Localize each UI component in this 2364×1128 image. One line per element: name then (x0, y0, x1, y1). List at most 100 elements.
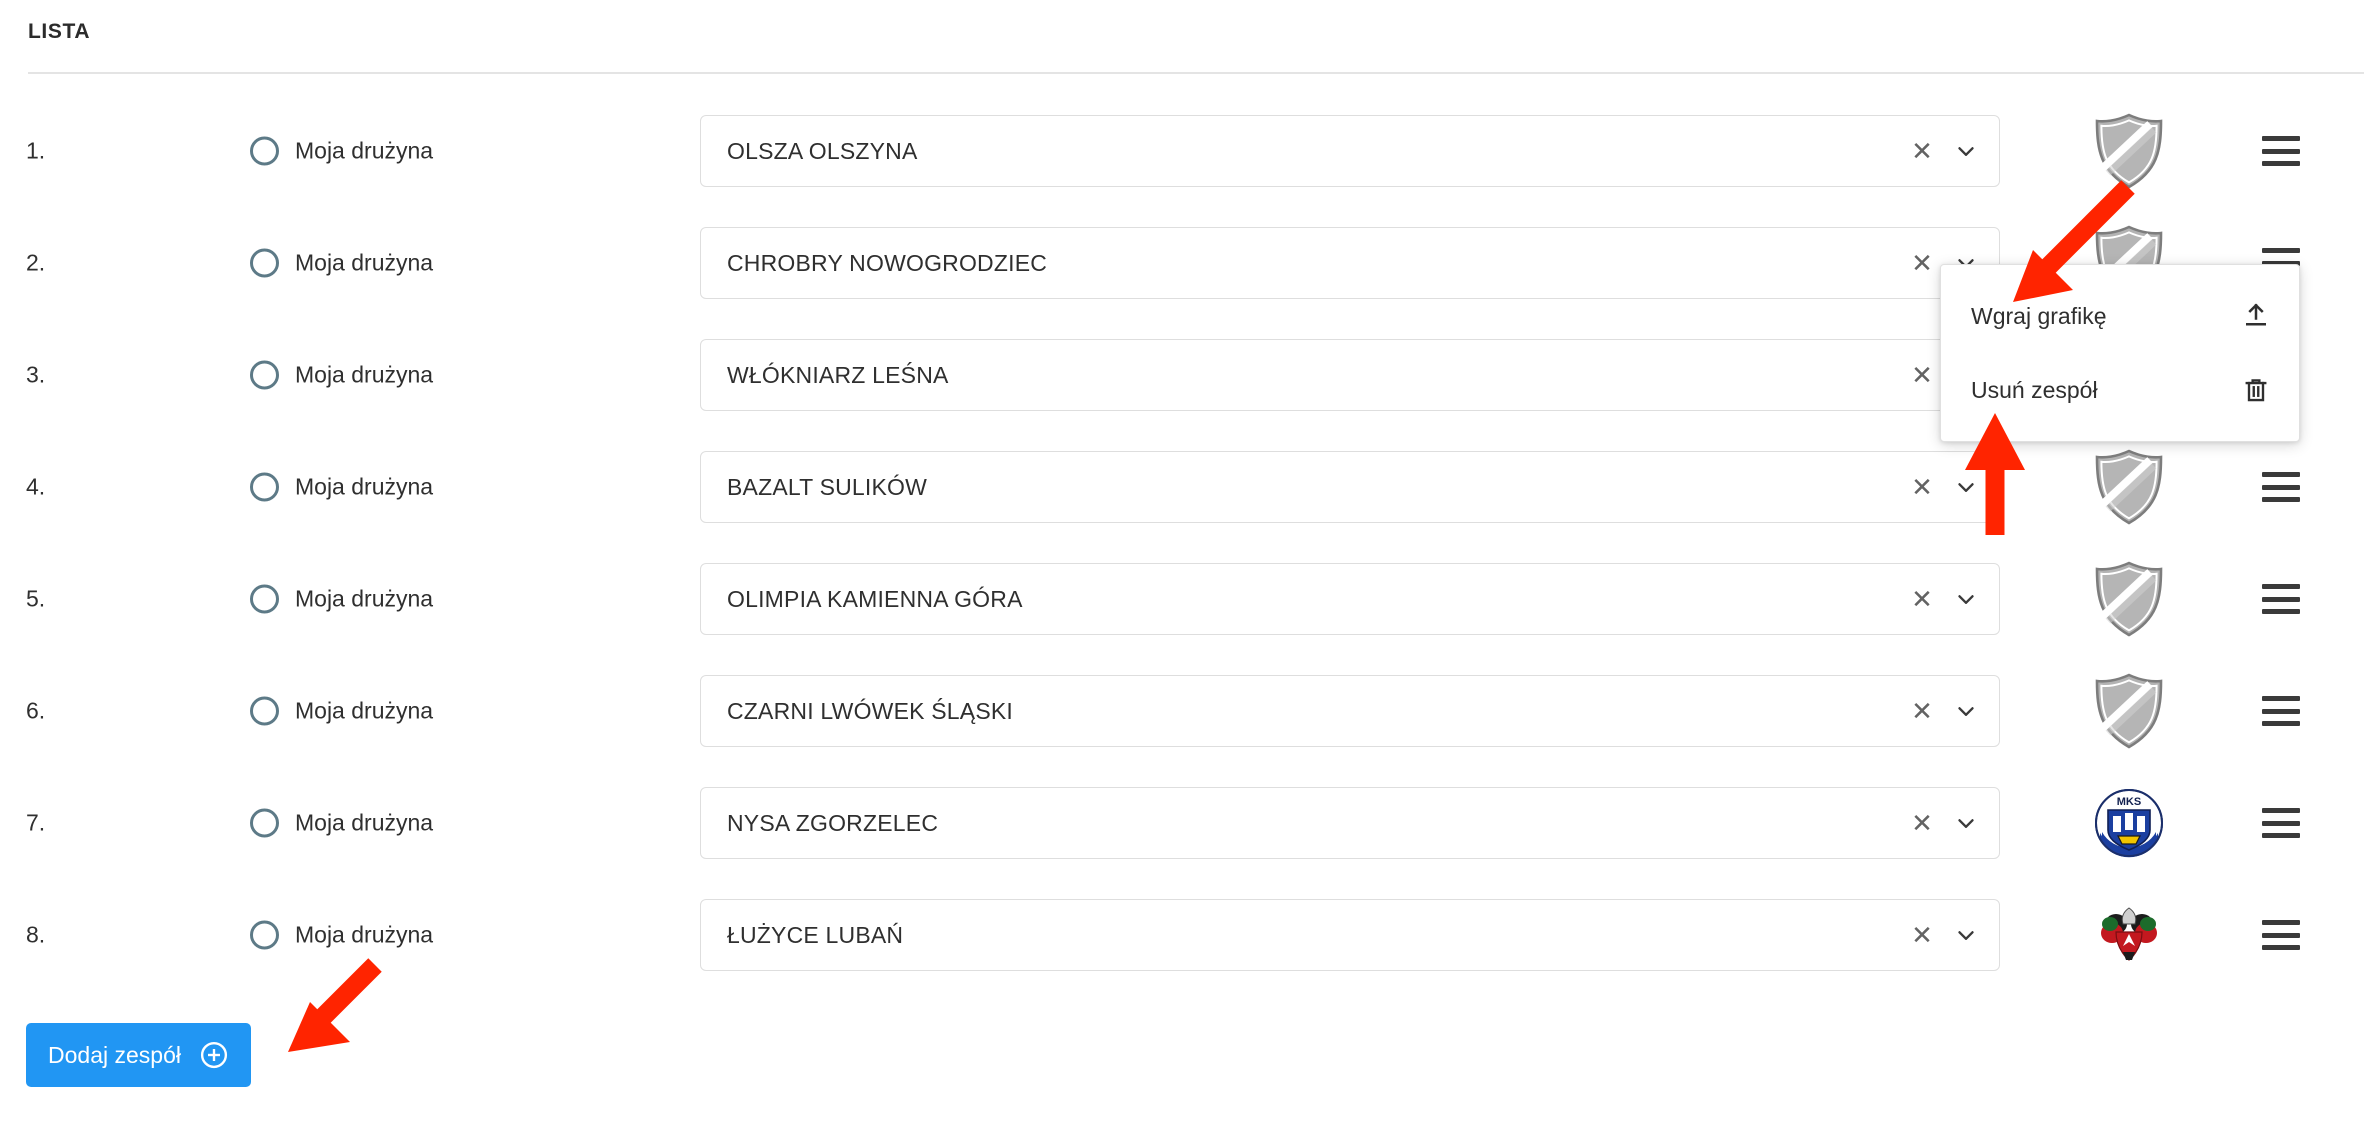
row-index: 7. (26, 809, 46, 836)
row-index: 1. (26, 137, 46, 164)
header-divider (28, 72, 2364, 74)
row-index: 2. (26, 249, 46, 276)
my-team-label: Moja drużyna (295, 473, 434, 500)
drag-handle-icon[interactable] (2262, 696, 2300, 726)
my-team-radio-group[interactable]: Moja drużyna (250, 472, 434, 502)
team-row: 8. Moja drużyna ŁUŻYCE LUBAŃ ✕ (0, 879, 2364, 991)
context-menu-item-label: Usuń zespół (1971, 376, 2098, 403)
team-name-value: CHROBRY NOWOGRODZIEC (727, 249, 1048, 276)
plus-circle-icon (199, 1040, 229, 1070)
row-index: 4. (26, 473, 46, 500)
team-crest[interactable] (2090, 894, 2168, 976)
upload-icon (2241, 301, 2271, 331)
placeholder-shield-icon (2095, 673, 2163, 749)
team-select[interactable]: OLSZA OLSZYNA ✕ (700, 115, 2000, 187)
team-name-value: OLIMPIA KAMIENNA GÓRA (727, 585, 1023, 612)
team-row: 7. Moja drużyna NYSA ZGORZELEC ✕ MKS (0, 767, 2364, 879)
close-x-icon[interactable]: ✕ (1911, 808, 1933, 838)
chevron-down-icon[interactable] (1951, 472, 1981, 502)
team-crest[interactable] (2090, 446, 2168, 528)
row-index: 6. (26, 697, 46, 724)
team-select[interactable]: CZARNI LWÓWEK ŚLĄSKI ✕ (700, 675, 2000, 747)
close-x-icon[interactable]: ✕ (1911, 360, 1933, 390)
placeholder-shield-icon (2095, 561, 2163, 637)
close-x-icon[interactable]: ✕ (1911, 920, 1933, 950)
luzyce-luban-logo (2101, 907, 2157, 961)
my-team-radio-group[interactable]: Moja drużyna (250, 360, 434, 390)
team-name-value: WŁÓKNIARZ LEŚNA (727, 361, 949, 388)
placeholder-shield-icon (2095, 113, 2163, 189)
add-team-button[interactable]: Dodaj zespół (26, 1023, 251, 1087)
mks-nysa-zgorzelec-logo: MKS (2095, 789, 2163, 858)
page-title: LISTA (28, 20, 91, 43)
my-team-label: Moja drużyna (295, 809, 434, 836)
my-team-radio-group[interactable]: Moja drużyna (250, 584, 434, 614)
team-select[interactable]: WŁÓKNIARZ LEŚNA ✕ (700, 339, 2000, 411)
my-team-label: Moja drużyna (295, 249, 434, 276)
my-team-radio-group[interactable]: Moja drużyna (250, 808, 434, 838)
my-team-radio-group[interactable]: Moja drużyna (250, 696, 434, 726)
radio-unchecked-icon[interactable] (250, 360, 279, 390)
drag-handle-icon[interactable] (2262, 472, 2300, 502)
team-select[interactable]: ŁUŻYCE LUBAŃ ✕ (700, 899, 2000, 971)
drag-handle-icon[interactable] (2262, 584, 2300, 614)
my-team-label: Moja drużyna (295, 361, 434, 388)
radio-unchecked-icon[interactable] (250, 808, 279, 838)
team-row: 5. Moja drużyna OLIMPIA KAMIENNA GÓRA ✕ (0, 543, 2364, 655)
team-name-value: ŁUŻYCE LUBAŃ (727, 921, 904, 948)
context-menu-item-delete-team[interactable]: Usuń zespół (1941, 353, 2299, 427)
team-name-value: BAZALT SULIKÓW (727, 473, 928, 500)
drag-handle-icon[interactable] (2262, 808, 2300, 838)
row-index: 5. (26, 585, 46, 612)
add-team-button-label: Dodaj zespół (48, 1041, 181, 1068)
team-name-value: NYSA ZGORZELEC (727, 809, 939, 836)
team-crest[interactable] (2090, 110, 2168, 192)
row-index: 8. (26, 921, 46, 948)
team-select[interactable]: NYSA ZGORZELEC ✕ (700, 787, 2000, 859)
radio-unchecked-icon[interactable] (250, 472, 279, 502)
chevron-down-icon[interactable] (1951, 696, 1981, 726)
row-index: 3. (26, 361, 46, 388)
radio-unchecked-icon[interactable] (250, 136, 279, 166)
team-select[interactable]: OLIMPIA KAMIENNA GÓRA ✕ (700, 563, 2000, 635)
placeholder-shield-icon (2095, 449, 2163, 525)
trash-icon (2241, 375, 2271, 405)
my-team-radio-group[interactable]: Moja drużyna (250, 920, 434, 950)
close-x-icon[interactable]: ✕ (1911, 584, 1933, 614)
svg-text:MKS: MKS (2117, 796, 2141, 808)
my-team-label: Moja drużyna (295, 137, 434, 164)
team-name-value: CZARNI LWÓWEK ŚLĄSKI (727, 697, 1014, 724)
team-row: 6. Moja drużyna CZARNI LWÓWEK ŚLĄSKI ✕ (0, 655, 2364, 767)
chevron-down-icon[interactable] (1951, 584, 1981, 614)
team-crest[interactable] (2090, 670, 2168, 752)
chevron-down-icon[interactable] (1951, 136, 1981, 166)
close-x-icon[interactable]: ✕ (1911, 696, 1933, 726)
radio-unchecked-icon[interactable] (250, 920, 279, 950)
radio-unchecked-icon[interactable] (250, 696, 279, 726)
drag-handle-icon[interactable] (2262, 920, 2300, 950)
close-x-icon[interactable]: ✕ (1911, 472, 1933, 502)
chevron-down-icon[interactable] (1951, 920, 1981, 950)
drag-handle-icon[interactable] (2262, 136, 2300, 166)
my-team-label: Moja drużyna (295, 921, 434, 948)
team-crest[interactable] (2090, 558, 2168, 640)
team-row: 1. Moja drużyna OLSZA OLSZYNA ✕ (0, 95, 2364, 207)
my-team-radio-group[interactable]: Moja drużyna (250, 248, 434, 278)
my-team-radio-group[interactable]: Moja drużyna (250, 136, 434, 166)
team-name-value: OLSZA OLSZYNA (727, 137, 918, 164)
team-list: 1. Moja drużyna OLSZA OLSZYNA ✕ 2. Moja druży… (0, 95, 2364, 991)
context-menu-item-upload-graphic[interactable]: Wgraj grafikę (1941, 279, 2299, 353)
team-context-menu[interactable]: Wgraj grafikę Usuń zespół (1940, 264, 2300, 442)
close-x-icon[interactable]: ✕ (1911, 136, 1933, 166)
radio-unchecked-icon[interactable] (250, 248, 279, 278)
my-team-label: Moja drużyna (295, 697, 434, 724)
team-select[interactable]: CHROBRY NOWOGRODZIEC ✕ (700, 227, 2000, 299)
team-select[interactable]: BAZALT SULIKÓW ✕ (700, 451, 2000, 523)
team-crest[interactable]: MKS (2090, 782, 2168, 864)
close-x-icon[interactable]: ✕ (1911, 248, 1933, 278)
chevron-down-icon[interactable] (1951, 808, 1981, 838)
my-team-label: Moja drużyna (295, 585, 434, 612)
radio-unchecked-icon[interactable] (250, 584, 279, 614)
team-row: 4. Moja drużyna BAZALT SULIKÓW ✕ (0, 431, 2364, 543)
